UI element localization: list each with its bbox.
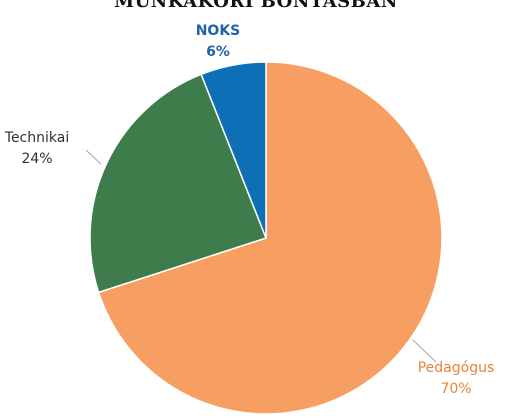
leader-line-pedagogus (412, 339, 437, 363)
slice-label-noks: NOKS (196, 23, 241, 39)
slice-label-pedagogus: Pedagógus (418, 360, 495, 376)
slice-value-technikai: 24% (21, 151, 52, 167)
pie-slice-noks (200, 61, 267, 239)
pie-slice-pedagogus (97, 61, 443, 415)
slice-label-technikai: Technikai (4, 130, 69, 146)
slice-value-pedagogus: 70% (440, 381, 471, 397)
leader-line-technikai (85, 149, 102, 165)
slice-value-noks: 6% (206, 44, 230, 60)
chart-title: MUNKAKÖRI BONTÁSBAN (114, 0, 398, 12)
